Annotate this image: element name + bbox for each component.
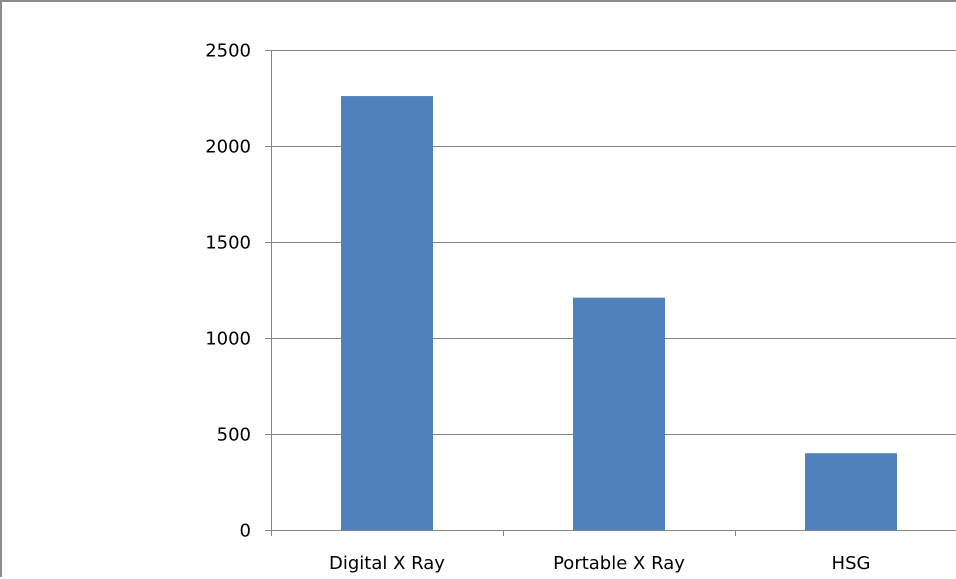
y-tick-label: 1500: [205, 233, 251, 254]
bars: [341, 96, 897, 530]
y-tick-label: 0: [240, 521, 251, 542]
bar: [805, 453, 897, 530]
x-tick-label: HSG: [832, 553, 871, 574]
x-tick-labels: Digital X Ray Portable X Ray HSG: [329, 553, 870, 574]
axes: [265, 50, 956, 536]
x-tick-label: Portable X Ray: [553, 553, 685, 574]
bar: [573, 297, 665, 530]
y-tick-labels: 0 500 1000 1500 2000 2500: [205, 41, 251, 542]
y-tick-label: 2000: [205, 137, 251, 158]
y-tick-label: 500: [217, 425, 251, 446]
y-tick-label: 2500: [205, 41, 251, 62]
y-tick-label: 1000: [205, 329, 251, 350]
x-tick-label: Digital X Ray: [329, 553, 445, 574]
bar: [341, 96, 433, 530]
